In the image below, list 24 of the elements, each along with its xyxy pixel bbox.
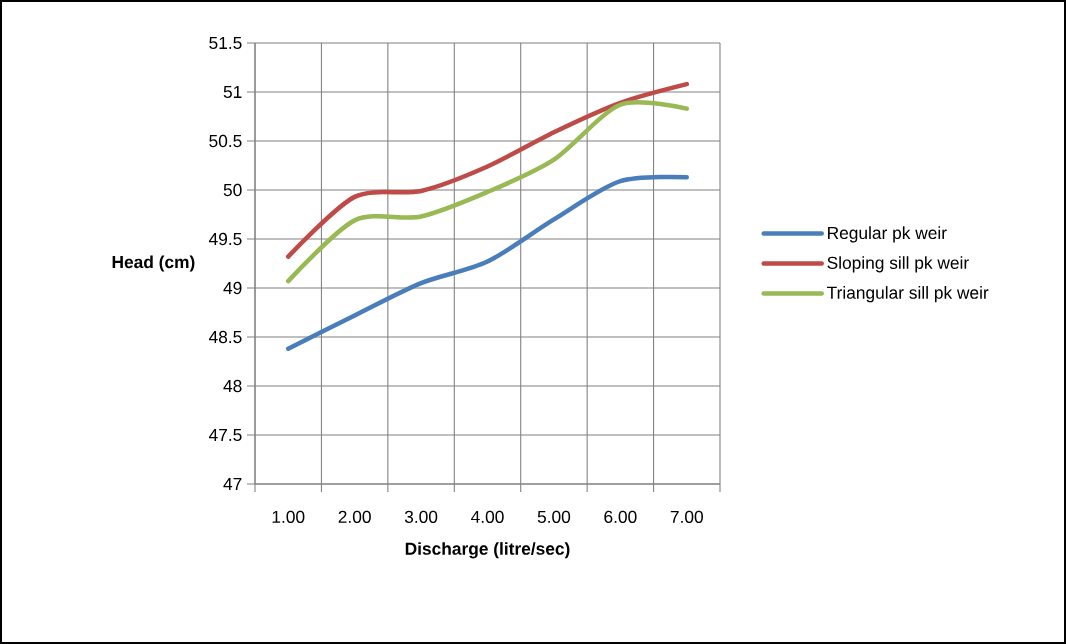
legend-label: Regular pk weir: [828, 226, 947, 243]
y-tick-label: 48: [223, 379, 242, 393]
y-tick-label: 51.5: [209, 36, 242, 50]
y-tick-label: 50.5: [209, 134, 242, 148]
y-tick-label: 49.5: [208, 232, 242, 246]
x-tick-label: 2.00: [338, 510, 371, 523]
x-tick-label: 6.00: [604, 510, 637, 523]
y-tick-label: 47: [223, 478, 242, 490]
y-tick-label: 48.5: [208, 330, 242, 344]
x-tick-label: 3.00: [404, 510, 438, 523]
y-tick-label: 50: [223, 183, 242, 197]
line-series: [285, 174, 690, 352]
x-tick-label: 1.00: [272, 510, 305, 523]
x-tick-label: 5.00: [537, 510, 571, 523]
x-tick-label: 4.00: [471, 510, 504, 523]
legend-label: Sloping sill pk weir: [827, 256, 969, 273]
x-tick-label: 7.00: [670, 510, 703, 523]
y-tick-label: 51: [223, 85, 242, 99]
y-tick-label: 47.5: [208, 428, 242, 442]
y-tick-label: 49: [223, 281, 242, 295]
x-axis-title: Discharge (litre/sec): [405, 542, 570, 559]
y-axis-title: Head (cm): [112, 255, 195, 272]
legend-label: Triangular sill pk weir: [827, 286, 989, 303]
line-series: [285, 81, 690, 259]
